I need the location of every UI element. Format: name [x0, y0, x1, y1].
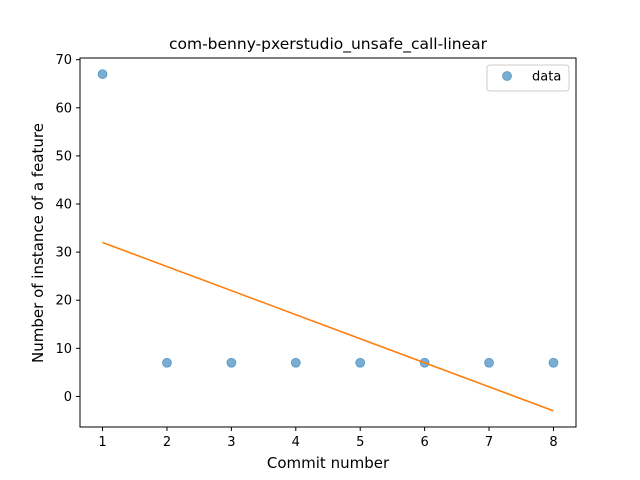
- data-point: [162, 357, 172, 368]
- x-axis-label: Commit number: [267, 454, 390, 472]
- x-tick-label: 3: [227, 435, 235, 450]
- y-tick-label: 20: [55, 294, 72, 309]
- y-axis: 0 10 20 30 40 50 60 70: [55, 53, 80, 405]
- y-axis-label: Number of instance of a feature: [29, 123, 47, 363]
- x-tick-label: 1: [98, 435, 106, 450]
- fit-line: [102, 241, 554, 412]
- x-tick-label: 6: [420, 435, 428, 450]
- data-point: [226, 357, 237, 368]
- legend-marker: [502, 71, 512, 81]
- data-point: [484, 357, 494, 368]
- y-tick-label: 40: [55, 198, 72, 213]
- x-tick-label: 8: [549, 435, 557, 450]
- x-axis: 1 2 3 4 5 6 7 8: [98, 427, 558, 450]
- chart-title: com-benny-pxerstudio_unsafe_call-linear: [169, 35, 488, 54]
- data-point: [355, 357, 366, 368]
- axes-frame: [79, 57, 577, 428]
- y-tick-label: 0: [64, 390, 72, 405]
- legend-label: data: [532, 70, 561, 85]
- x-tick-label: 4: [292, 435, 300, 450]
- plot-area: [79, 57, 577, 428]
- y-tick-label: 50: [55, 149, 72, 164]
- x-tick-label: 5: [356, 435, 364, 450]
- data-point: [548, 357, 559, 368]
- y-tick-label: 60: [55, 101, 72, 116]
- y-tick-label: 10: [55, 342, 72, 357]
- y-tick-label: 70: [55, 53, 72, 68]
- x-tick-label: 2: [163, 435, 171, 450]
- legend: data: [486, 64, 570, 92]
- y-tick-label: 30: [55, 246, 72, 261]
- x-tick-label: 7: [485, 435, 493, 450]
- data-point: [290, 357, 301, 368]
- data-point: [97, 69, 108, 80]
